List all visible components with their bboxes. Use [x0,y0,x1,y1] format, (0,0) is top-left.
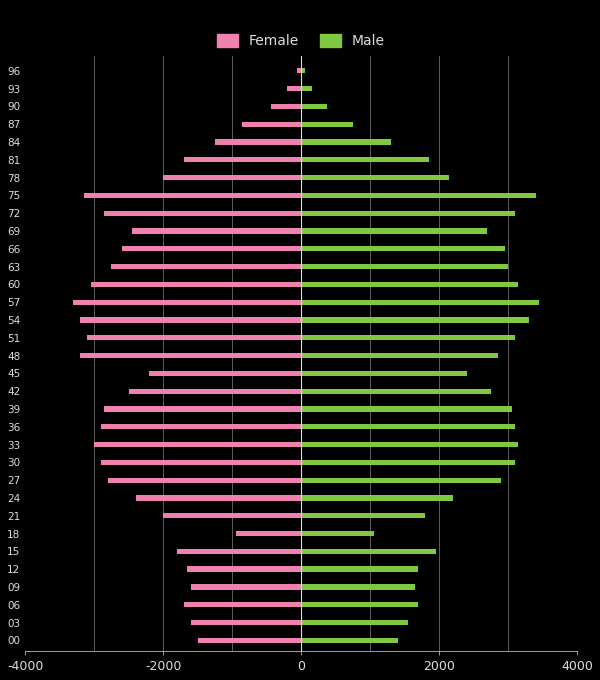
Bar [191,620,301,625]
Bar [301,353,498,358]
Bar [301,424,515,430]
Bar [122,246,301,252]
Bar [301,335,515,341]
Bar [301,104,328,109]
Bar [301,477,501,483]
Bar [184,602,301,607]
Bar [108,477,301,483]
Bar [301,495,453,500]
Bar [163,175,301,180]
Bar [191,584,301,590]
Bar [301,638,398,643]
Bar [301,584,415,590]
Bar [287,86,301,91]
Bar [301,139,391,145]
Bar [132,228,301,234]
Bar [73,299,301,305]
Bar [101,424,301,430]
Bar [301,299,539,305]
Bar [104,211,301,216]
Bar [301,175,449,180]
Bar [301,318,529,323]
Bar [271,104,301,109]
Bar [301,264,508,269]
Bar [301,407,512,411]
Bar [301,228,487,234]
Bar [301,157,429,163]
Bar [84,192,301,198]
Bar [136,495,301,500]
Bar [301,566,418,572]
Bar [128,388,301,394]
Bar [301,388,491,394]
Bar [301,531,374,537]
Bar [112,264,301,269]
Bar [301,86,312,91]
Legend: Female, Male: Female, Male [213,30,389,52]
Bar [91,282,301,287]
Bar [301,513,425,518]
Bar [80,353,301,358]
Bar [177,549,301,554]
Bar [236,531,301,537]
Bar [215,139,301,145]
Bar [197,638,301,643]
Bar [301,549,436,554]
Bar [242,122,301,127]
Bar [94,442,301,447]
Bar [163,513,301,518]
Bar [301,460,515,465]
Bar [184,157,301,163]
Bar [301,442,518,447]
Bar [187,566,301,572]
Bar [301,602,418,607]
Bar [301,282,518,287]
Bar [296,68,301,73]
Bar [301,620,408,625]
Bar [301,122,353,127]
Bar [301,211,515,216]
Bar [301,371,467,376]
Bar [104,407,301,411]
Bar [80,318,301,323]
Bar [87,335,301,341]
Bar [301,246,505,252]
Bar [301,192,536,198]
Bar [101,460,301,465]
Bar [149,371,301,376]
Bar [301,68,305,73]
